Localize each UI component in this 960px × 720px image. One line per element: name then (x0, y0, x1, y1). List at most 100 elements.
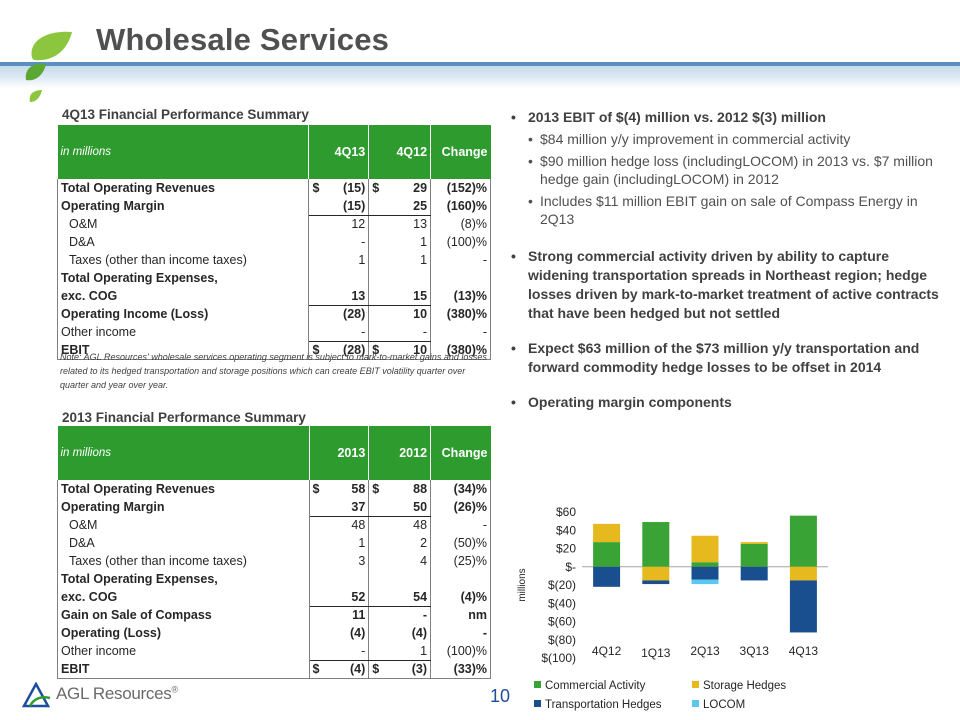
units-label: in millions (57, 426, 309, 480)
row-change: - (430, 516, 491, 534)
table-row: O&M 12 13 (8)% (56, 215, 491, 233)
row-value-1: - (308, 642, 370, 661)
column-header: Change (430, 426, 491, 480)
row-value-2: 13 (368, 215, 432, 233)
company-name: AGL Resources® (56, 684, 178, 703)
row-value-2: - (368, 606, 432, 624)
row-change: (13)% (430, 287, 491, 305)
quarterly-table-title: 4Q13 Financial Performance Summary (62, 107, 309, 122)
row-change: - (430, 323, 491, 341)
row-value-1: (28) (308, 305, 370, 323)
table-row: Operating Margin (15) 25 (160)% (56, 197, 491, 216)
table-row: Total Operating Revenues $ (15) $29 (152)% (56, 179, 491, 197)
row-value-1: 37 (308, 498, 370, 517)
bar-segment (691, 579, 719, 585)
row-value-2: 48 (368, 516, 432, 534)
row-value-1: (15) (308, 197, 370, 216)
x-tick-label: 1Q13 (641, 646, 671, 660)
row-label: EBIT (57, 660, 310, 679)
bar-segment (593, 542, 621, 567)
bar-segment (740, 566, 768, 581)
row-label: exc. COG (57, 588, 310, 606)
row-change: (100)% (430, 642, 491, 660)
bar-segment (789, 566, 817, 581)
row-label: Operating (Loss) (57, 624, 310, 642)
bar-segment (691, 562, 719, 567)
row-value-2: - (368, 323, 432, 342)
table-row: exc. COG 52 54 (4)% (57, 588, 491, 607)
bar-segment (593, 523, 621, 543)
legend-label: Storage Hedges (703, 680, 787, 692)
row-label: Total Operating Expenses, (57, 570, 310, 588)
legend-swatch (534, 700, 541, 707)
row-value-1: 48 (308, 516, 370, 534)
y-tick-label: $(80) (548, 633, 576, 647)
table-row: Taxes (other than income taxes) 1 1- (56, 251, 491, 269)
bar-segment (740, 542, 768, 544)
bar-segment (789, 515, 817, 567)
x-tick-label: 4Q12 (592, 644, 622, 658)
table-row: Other income -1 (100)% (57, 642, 491, 661)
row-value-1: $ (28) (308, 341, 370, 360)
legend-label: Commercial Activity (545, 680, 646, 692)
row-change: - (430, 251, 491, 269)
row-value-2: 4 (368, 552, 432, 570)
y-tick-label: $(100) (541, 651, 576, 665)
table-row: Total Operating Revenues $58 $88 (34)% (57, 480, 491, 498)
quarterly-financial-table: in millions 4Q13 4Q12 Change Total Operating… (56, 125, 491, 360)
annual-table-title: 2013 Financial Performance Summary (62, 410, 306, 425)
row-change: (152)% (430, 179, 491, 197)
row-value-2: 54 (368, 588, 432, 607)
table-row: Total Operating Expenses, (57, 570, 491, 588)
table-row: Other income - - - (56, 323, 491, 342)
legend-item: LOCOM (692, 699, 745, 711)
table-row: Gain on Sale of Compass 11- nm (57, 606, 491, 624)
table-row: Taxes (other than income taxes) 3 4 (25)% (57, 552, 491, 570)
row-value-1: 11 (308, 606, 370, 624)
column-header: 2012 (368, 426, 431, 480)
legend-item: Transportation Hedges (534, 699, 662, 711)
row-value-2: (4) (368, 624, 432, 642)
legend-item: Storage Hedges (692, 680, 786, 692)
row-label: Operating Income (Loss) (56, 305, 310, 323)
bar-segment (642, 580, 670, 585)
row-value-2 (368, 570, 432, 588)
row-value-2: 50 (368, 498, 432, 517)
bar-segment (789, 580, 817, 633)
row-label: exc. COG (56, 287, 310, 305)
row-value-1: 12 (308, 215, 370, 233)
row-value-1: 1 (308, 534, 370, 552)
legend-swatch (692, 681, 699, 688)
row-value-2: 1 (368, 642, 432, 661)
row-label: Total Operating Expenses, (56, 269, 310, 287)
bar-segment (593, 566, 621, 587)
bullet-item: Operating margin components (508, 393, 952, 412)
currency-symbol: $ (312, 181, 320, 195)
operating-margin-chart: $60 $40 $20 $- $(20) $(40) $(60) $(80) $(100) mil… (517, 505, 828, 665)
y-axis-label: millions (517, 568, 528, 601)
bar-segment (642, 522, 670, 567)
row-label: Total Operating Revenues (56, 179, 310, 197)
y-tick-label: $60 (556, 505, 576, 519)
row-value-1: $ (15) (308, 179, 370, 197)
row-label: Taxes (other than income taxes) (57, 552, 310, 570)
page-title: Wholesale Services (96, 22, 390, 57)
legend-swatch (692, 700, 699, 707)
row-label: D&A (57, 534, 310, 552)
row-value-1: 52 (308, 588, 370, 607)
row-value-2: $ (3) (368, 660, 432, 679)
currency-symbol: $ (372, 662, 380, 676)
column-header: 4Q12 (368, 125, 431, 179)
x-tick-label: 2Q13 (690, 644, 720, 658)
table-row: EBIT $ (4) $ (3) (33)% (57, 660, 491, 679)
column-header: 2013 (308, 426, 369, 480)
row-change (430, 269, 491, 287)
row-label: Other income (56, 323, 310, 341)
row-change (430, 570, 491, 588)
row-value-1: 13 (308, 287, 370, 306)
leaf-logo-icon (25, 31, 72, 102)
table-row: Operating Margin 37 50 (26)% (57, 498, 491, 517)
footnote: Note: AGL Resources' wholesale services … (60, 352, 487, 390)
y-tick-label: $20 (556, 542, 576, 556)
row-label: Operating Margin (56, 197, 310, 215)
